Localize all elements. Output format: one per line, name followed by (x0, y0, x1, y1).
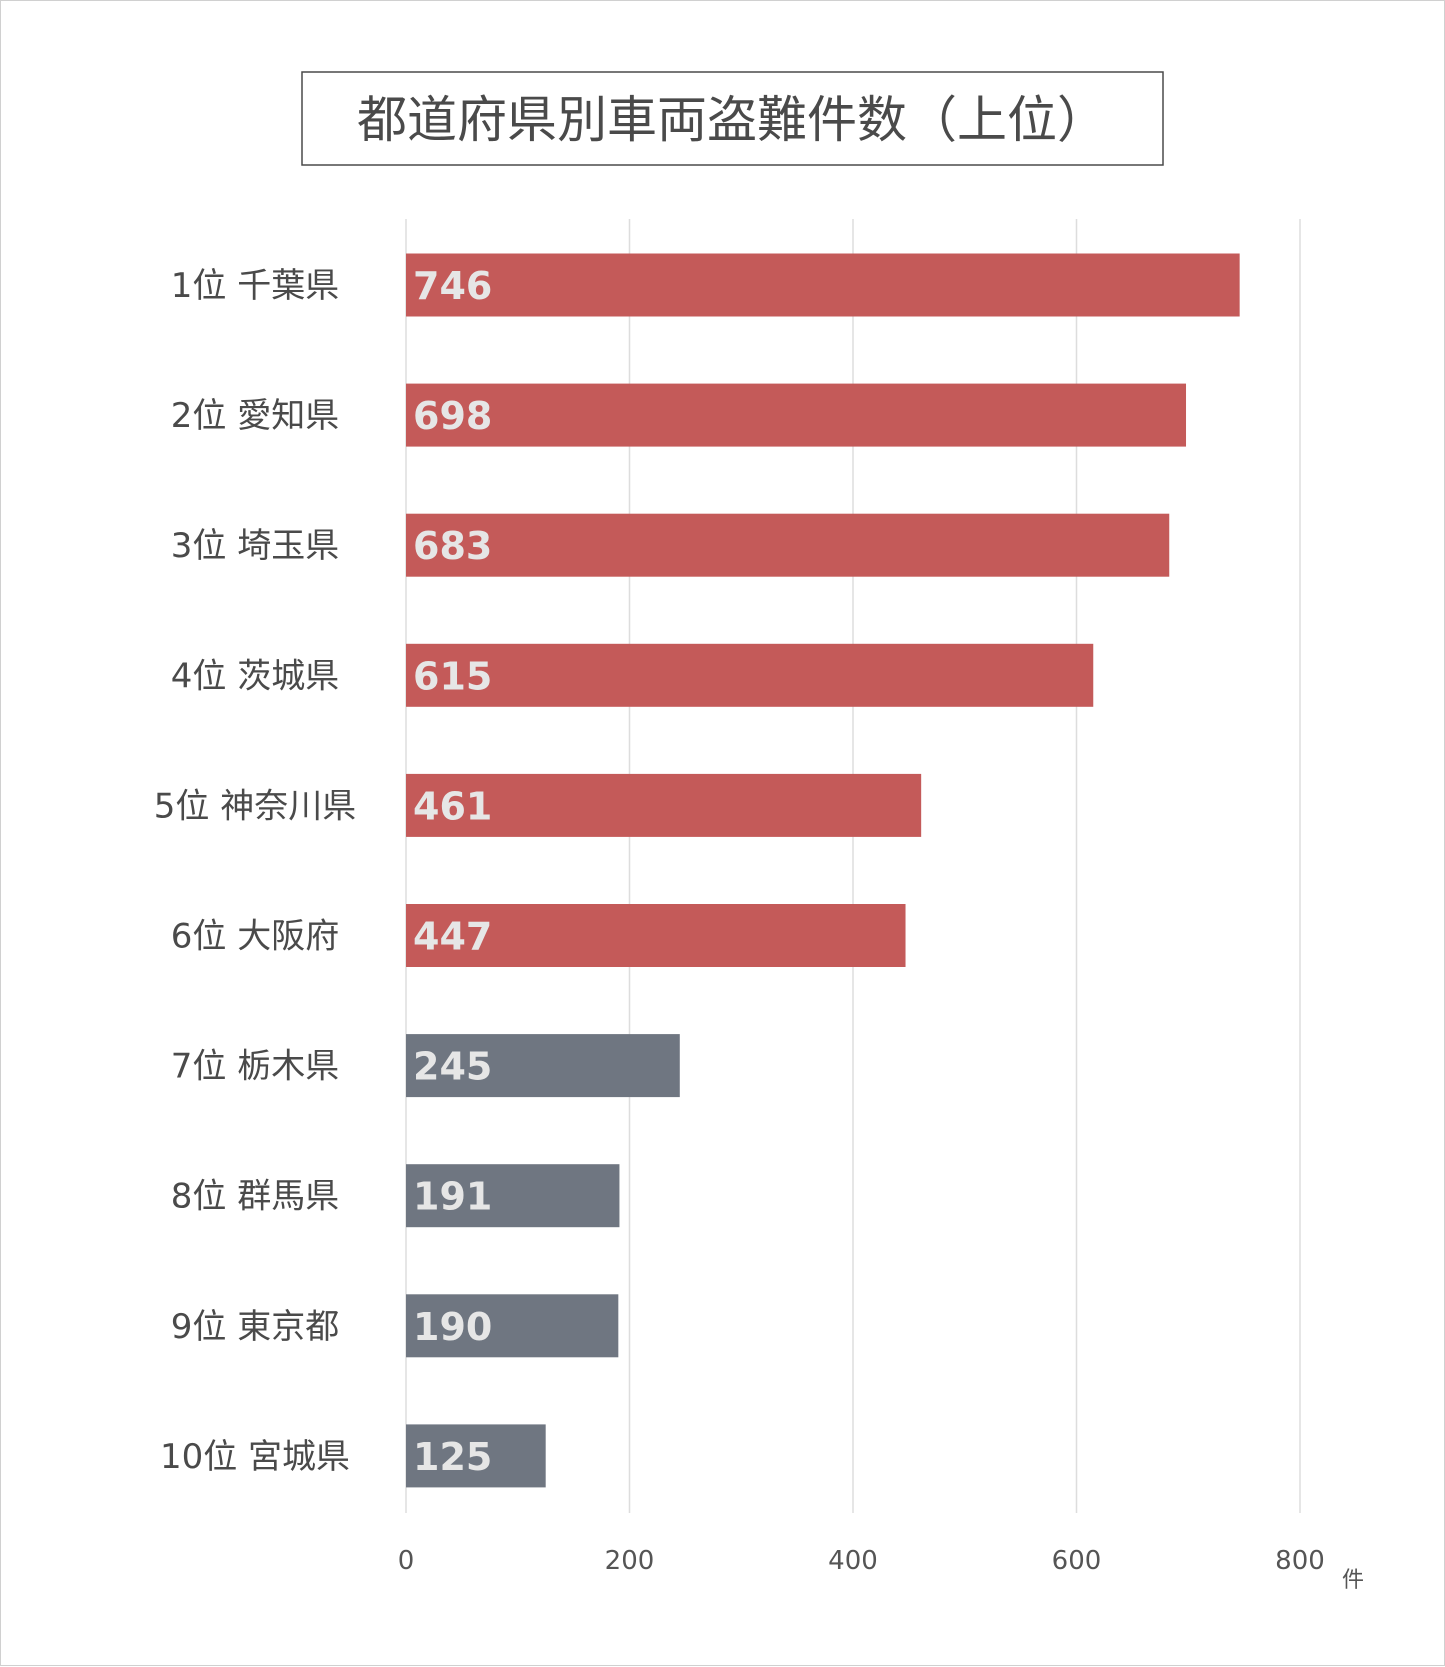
category-label: 3位 埼玉県 (171, 526, 339, 566)
data-label: 683 (413, 524, 492, 568)
category-label: 6位 大阪府 (171, 917, 339, 957)
x-tick-label: 800 (1275, 1546, 1325, 1576)
data-label: 245 (413, 1045, 492, 1089)
category-label: 5位 神奈川県 (154, 786, 356, 826)
x-tick-label: 0 (398, 1546, 415, 1576)
x-tick-label: 200 (605, 1546, 655, 1576)
bars: 746 698 683 615 461 447 245 191 190 125 (406, 253, 1240, 1488)
x-tick-label: 400 (828, 1546, 878, 1576)
bar (406, 253, 1240, 317)
bar (406, 383, 1187, 447)
data-label: 698 (413, 394, 492, 438)
category-label: 7位 栃木県 (171, 1047, 339, 1087)
category-label: 2位 愛知県 (171, 396, 339, 436)
bar (406, 773, 922, 837)
bar (406, 1164, 620, 1228)
category-label: 9位 東京都 (171, 1307, 339, 1347)
category-label: 8位 群馬県 (171, 1177, 339, 1217)
bar (406, 513, 1170, 577)
data-label: 615 (413, 654, 492, 698)
data-label: 191 (413, 1175, 492, 1219)
bar (406, 1034, 680, 1098)
x-axis-ticks: 0 200 400 600 800 (398, 1546, 1325, 1576)
data-label: 125 (413, 1435, 492, 1479)
title-box (301, 71, 1164, 166)
category-label: 4位 茨城県 (171, 656, 339, 696)
x-tick-label: 600 (1052, 1546, 1102, 1576)
category-labels: 1位 千葉県 2位 愛知県 3位 埼玉県 4位 茨城県 5位 神奈川県 6位 大阪府 7位 … (154, 266, 356, 1477)
data-label: 746 (413, 264, 492, 308)
bar (406, 1424, 546, 1488)
data-label: 447 (413, 915, 492, 959)
category-label: 10位 宮城県 (160, 1437, 350, 1477)
bar (406, 1294, 619, 1358)
bar (406, 643, 1094, 707)
bar (406, 904, 906, 967)
category-label: 1位 千葉県 (171, 266, 339, 306)
data-label: 190 (413, 1305, 492, 1349)
data-label: 461 (413, 784, 492, 828)
x-axis-unit: 件 (1342, 1568, 1364, 1593)
chart-title: 都道府県別車両盗難件数（上位） (357, 91, 1107, 149)
